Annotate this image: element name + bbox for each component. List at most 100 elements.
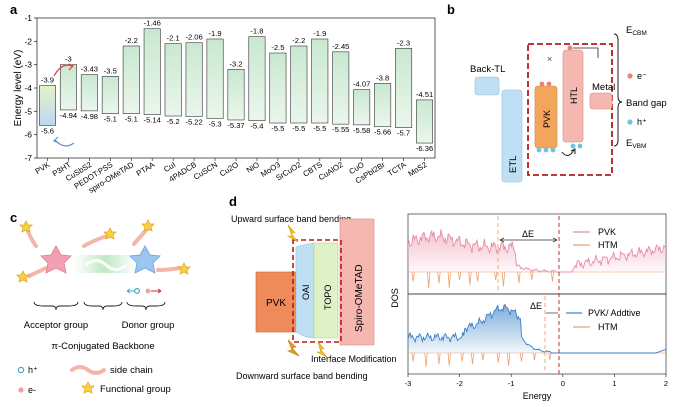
vbm-value-label: -5.58 xyxy=(353,126,370,135)
pvk-dos-curve-fill xyxy=(408,229,666,272)
band-bar-mos2 xyxy=(416,99,433,144)
htm-dos-spike xyxy=(437,271,441,284)
pvk-additive-dos-curve-line xyxy=(407,303,667,354)
y-tick-label: -1 xyxy=(24,13,32,23)
pvk-hole-dot xyxy=(543,147,549,153)
dashed-focus-box xyxy=(527,43,613,176)
functional-group-star-icon xyxy=(16,270,30,283)
electron-arrow-head xyxy=(67,63,75,71)
etl-block xyxy=(501,89,523,183)
electron-legend-label: e- xyxy=(28,385,36,395)
htm-dos-spike xyxy=(550,271,555,282)
cbm-value-label: -3.5 xyxy=(104,66,117,75)
y-axis: -7 -6 -5 -4 -3 -2 -1 xyxy=(24,13,37,163)
band-bar-moo3 xyxy=(269,52,287,124)
panel-a-label: a xyxy=(10,2,18,17)
htm-dos-spike xyxy=(460,352,464,362)
htl-block xyxy=(562,49,584,143)
cbm-value-label: -3 xyxy=(65,55,72,64)
hole-legend-dot xyxy=(627,119,633,125)
vbm-value-label: -5.55 xyxy=(332,125,349,134)
lightning-bolt-icon xyxy=(316,341,328,358)
energy-axis-label: Energy xyxy=(523,391,552,401)
cbm-value-label: -2.3 xyxy=(397,38,410,47)
panel-b-label: b xyxy=(447,2,455,17)
band-bar-ptaa xyxy=(143,28,161,115)
acceptor-brace xyxy=(33,301,79,311)
pvk-layer xyxy=(255,271,297,333)
band-bar-4padcb xyxy=(185,42,203,117)
functional-group-legend-label: Functional group xyxy=(100,384,171,395)
legend-htm-bottom: HTM xyxy=(598,322,618,332)
band-gap-label: Band gap xyxy=(626,98,667,109)
legend-htm: HTM xyxy=(598,240,618,250)
band-bar-cspbi2br xyxy=(374,83,392,128)
htm-dos-spike xyxy=(437,352,441,365)
vbm-value-label: -5.3 xyxy=(209,119,222,128)
panel-d: d Upward surface band bending Downward s… xyxy=(229,194,668,401)
htm-dos-spike xyxy=(532,352,537,361)
vbm-value-label: -5.66 xyxy=(374,128,391,137)
x-tick-label: TCTA xyxy=(386,160,408,179)
cbm-value-label: -3.2 xyxy=(229,59,242,68)
band-bar-p3ht xyxy=(59,64,77,111)
hole-marker xyxy=(134,288,141,295)
dos-top-curves xyxy=(407,229,667,289)
interface-modification-label: Interface Modification xyxy=(311,354,397,364)
htm-dos-spike xyxy=(530,271,534,281)
electron-arrow-head xyxy=(157,288,162,294)
bars: -3.9 -5.6 -3 -4.94 -3.43 -4.98 -3.5 -5.1 -2.2 -5.… xyxy=(39,19,433,153)
cbm-value-label: -4.51 xyxy=(416,90,433,99)
panel-a: a Energy level (eV) -7-6-5-4-3-2-1 -3.9-… xyxy=(10,2,436,195)
electron-dot xyxy=(567,45,573,51)
panel-c: c Acceptor group Donor group π-Conjugate… xyxy=(10,210,191,395)
band-bar-cu2o xyxy=(227,69,245,121)
cbm-value-label: -1.9 xyxy=(313,29,326,38)
cbm-value-label: -1.46 xyxy=(144,19,161,28)
side-chain xyxy=(82,233,112,248)
backbone-label: π-Conjugated Backbone xyxy=(51,341,154,352)
cbm-value-label: -1.9 xyxy=(209,29,222,38)
vbm-value-label: -5.1 xyxy=(104,115,117,124)
y-axis-label: Energy level (eV) xyxy=(13,50,24,127)
x-tick-label: 2 xyxy=(664,379,668,388)
y-tick-label: -2 xyxy=(24,36,32,46)
dos-bottom-curves xyxy=(407,303,667,368)
band-bar-pvk xyxy=(39,85,56,126)
spiro-layer-label: Spiro-OMeTAD xyxy=(354,264,365,332)
pvk-hole-dot xyxy=(536,147,542,153)
pvk-electron-dot xyxy=(539,81,545,87)
vbm-value-label: -5.4 xyxy=(250,122,263,131)
vbm-value-label: -4.94 xyxy=(60,111,77,120)
panel-c-label: c xyxy=(10,210,17,225)
y-tick-label: -6 xyxy=(24,130,32,140)
x-tick-label: PVK xyxy=(34,160,53,176)
htm-dos-spike xyxy=(411,271,415,282)
legend-pvk: PVK xyxy=(598,227,616,237)
acceptor-label: Acceptor group xyxy=(24,320,88,331)
htm-dos-spike xyxy=(517,271,521,284)
vbm-value-label: -5.7 xyxy=(397,129,410,138)
functional-group-star-icon xyxy=(141,219,155,232)
band-gap-brace xyxy=(613,33,623,147)
metal-block xyxy=(589,92,613,110)
vbm-value-label: -5.22 xyxy=(185,117,202,126)
side-chain xyxy=(156,266,182,272)
band-bar-tcta xyxy=(395,48,413,128)
spiro-layer xyxy=(339,218,375,346)
htm-dos-spike xyxy=(458,271,462,281)
functional-group-star-icon xyxy=(177,262,191,275)
energy-x-ticks: -3 -2 -1 0 1 2 xyxy=(405,374,668,388)
band-bar-srcuo2 xyxy=(290,45,308,124)
band-bar-cusbs2 xyxy=(80,74,98,112)
cbm-value-label: -2.06 xyxy=(185,33,202,42)
x-tick-label: NiO xyxy=(245,160,261,175)
electron-path-line xyxy=(573,47,599,58)
side-chain-legend-icon xyxy=(70,365,106,375)
pvk-layer-label: PVK xyxy=(266,298,286,309)
lightning-bolt-icon xyxy=(287,339,300,357)
x-tick-label: MoS2 xyxy=(407,160,429,178)
panel-d-label: d xyxy=(229,194,237,209)
band-bar-cui xyxy=(164,43,182,117)
